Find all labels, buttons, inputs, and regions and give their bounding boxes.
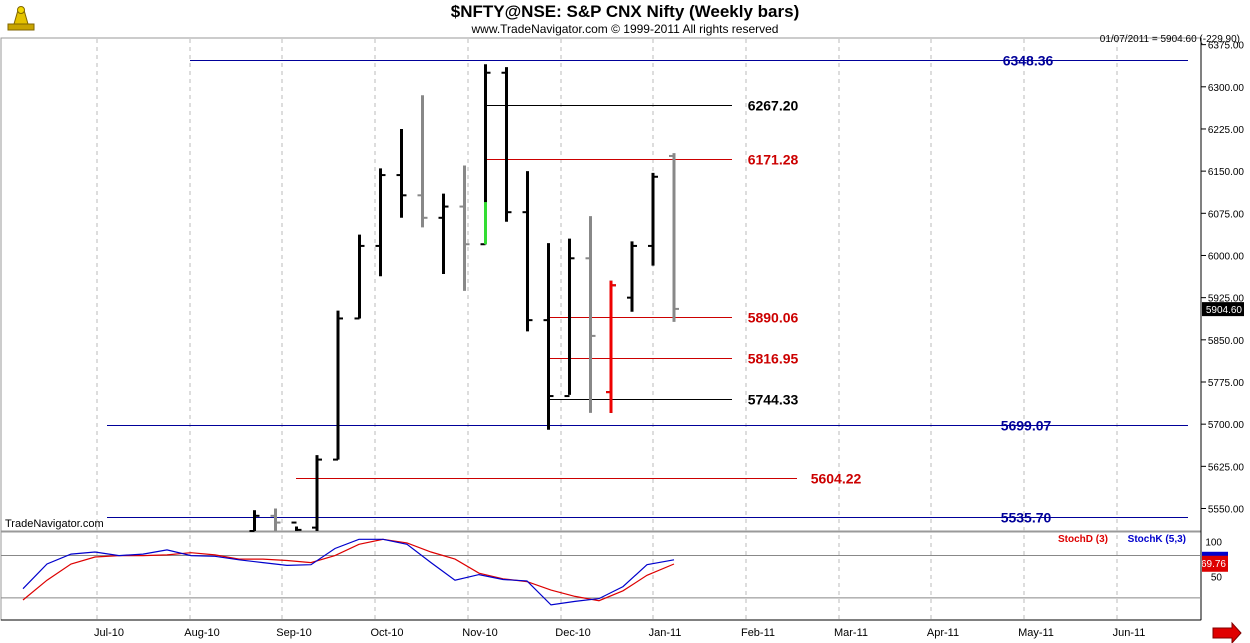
last-price-marker	[1202, 302, 1244, 317]
price-panel-frame	[0, 37, 1202, 532]
ohlc-bar	[543, 243, 554, 430]
ohlc-bar	[249, 510, 260, 532]
last-price-label: 5904.60	[1206, 305, 1243, 316]
stoch-last-marker-k	[1202, 551, 1228, 556]
level-label: 5604.22	[811, 471, 862, 487]
level-label: 5744.33	[748, 392, 799, 408]
ohlc-bar	[627, 241, 637, 312]
x-tick-label: Nov-10	[462, 627, 497, 639]
x-tick-label: Jan-11	[649, 627, 682, 639]
legend-stochd: StochD (3)	[1058, 534, 1108, 545]
chart-title: $NFTY@NSE: S&P CNX Nifty (Weekly bars)	[450, 2, 800, 21]
ohlc-bar	[669, 153, 679, 322]
tradenavigator-logo-icon	[7, 6, 35, 31]
stoch-series-line	[22, 538, 675, 602]
stoch-y-tick-label: 100	[1205, 537, 1222, 548]
ohlc-bar	[270, 508, 281, 531]
ohlc-bar	[585, 216, 596, 413]
x-tick-label: Jun-11	[1113, 627, 1146, 639]
copyright-text: www.TradeNavigator.com © 1999-2011 All r…	[471, 22, 779, 36]
ohlc-bar	[396, 128, 407, 218]
stoch-series-line	[22, 538, 675, 606]
legend-stochk: StochK (5,3)	[1128, 534, 1186, 545]
ohlc-bar	[480, 64, 491, 246]
y-tick-label: 5850.00	[1208, 336, 1245, 347]
level-label: 6348.36	[1003, 53, 1054, 69]
price-readout: 01/07/2011 = 5904.60 (-229.90)	[1100, 34, 1240, 45]
ohlc-bar	[417, 95, 428, 228]
y-tick-label: 5775.00	[1208, 378, 1245, 389]
ohlc-bar	[501, 67, 512, 222]
y-tick-label: 5700.00	[1208, 420, 1245, 431]
ohlc-bar	[459, 165, 470, 291]
level-label: 5890.06	[748, 310, 799, 326]
x-tick-label: Sep-10	[276, 627, 311, 639]
x-tick-label: Aug-10	[184, 627, 219, 639]
y-tick-label: 6075.00	[1208, 209, 1245, 220]
ohlc-bar	[648, 172, 658, 266]
ohlc-bar	[606, 280, 616, 413]
y-tick-label: 6375.00	[1208, 41, 1245, 52]
x-tick-label: May-11	[1018, 627, 1054, 639]
x-tick-label: Jul-10	[94, 627, 124, 639]
level-label: 5816.95	[748, 351, 799, 367]
scroll-right-arrow-icon[interactable]	[1212, 621, 1242, 643]
watermark-text: TradeNavigator.com	[5, 518, 104, 530]
stoch-y-tick-label: 50	[1211, 573, 1223, 584]
y-tick-label: 5925.00	[1208, 294, 1245, 305]
ohlc-bar	[438, 193, 449, 275]
level-label: 5699.07	[1001, 418, 1052, 434]
y-tick-label: 6225.00	[1208, 125, 1245, 136]
ohlc-bar	[522, 171, 533, 332]
x-tick-label: Apr-11	[927, 627, 959, 639]
ohlc-bar	[375, 168, 386, 277]
ohlc-bar	[354, 234, 365, 320]
x-tick-label: Feb-11	[741, 627, 775, 639]
ohlc-bar	[291, 521, 302, 531]
y-tick-label: 5625.00	[1208, 462, 1245, 473]
level-label: 5535.70	[1001, 510, 1052, 526]
x-tick-label: Dec-10	[555, 627, 590, 639]
y-tick-label: 6300.00	[1208, 83, 1245, 94]
stoch-last-marker	[1202, 553, 1228, 572]
ohlc-bar	[333, 310, 343, 461]
level-label: 6171.28	[748, 152, 799, 168]
level-label: 6267.20	[748, 98, 799, 114]
x-tick-label: Oct-10	[370, 627, 403, 639]
y-tick-label: 6000.00	[1208, 251, 1245, 262]
x-tick-label: Mar-11	[834, 627, 868, 639]
y-tick-label: 6150.00	[1208, 167, 1245, 178]
stoch-panel-frame	[0, 531, 1202, 621]
ohlc-bar	[312, 455, 322, 531]
stoch-last-label: 69.76	[1201, 559, 1226, 570]
ohlc-bar	[564, 238, 575, 398]
y-tick-label: 5550.00	[1208, 505, 1245, 516]
